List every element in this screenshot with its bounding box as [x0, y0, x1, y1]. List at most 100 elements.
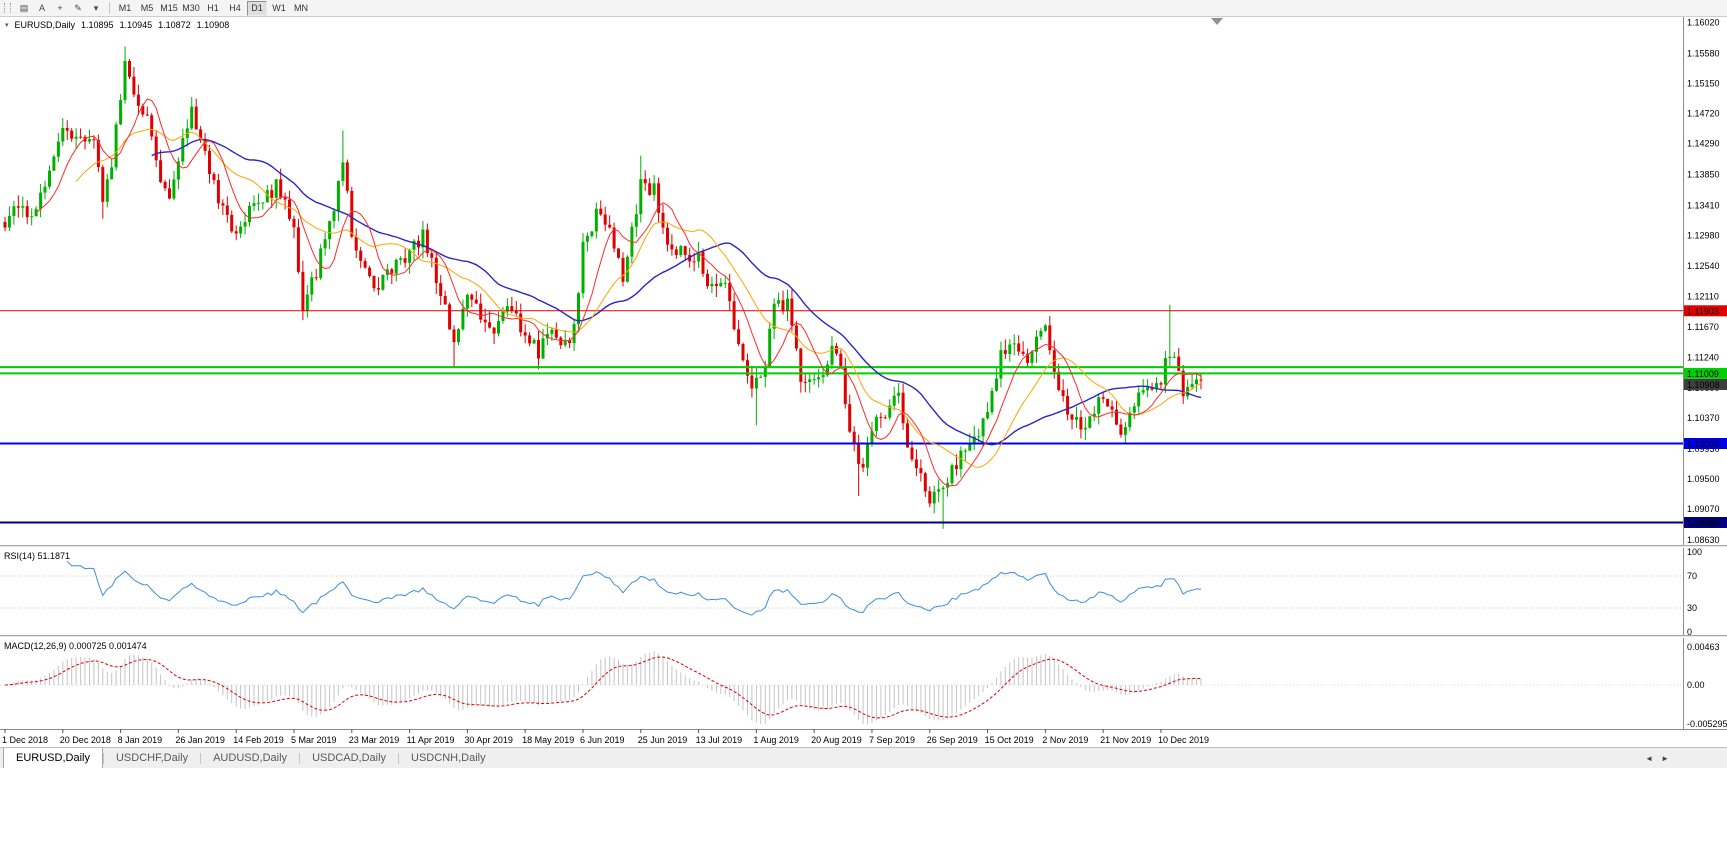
- svg-text:1.10008: 1.10008: [1687, 439, 1720, 449]
- rsi-indicator-label: RSI(14) 51.1871: [4, 551, 71, 561]
- tab-divider: [102, 752, 104, 764]
- svg-text:6 Jun 2019: 6 Jun 2019: [580, 735, 625, 745]
- chart-tab-audusd[interactable]: AUDUSD,Daily: [213, 752, 288, 764]
- timeframe-buttons-group: M1 M5 M15 M30 H1 H4 D1 W1 MN: [114, 0, 312, 16]
- svg-text:0.00: 0.00: [1687, 680, 1705, 690]
- svg-text:1.13850: 1.13850: [1687, 170, 1720, 180]
- price-level-tag: 1.10008: [1684, 438, 1727, 449]
- svg-text:1.13410: 1.13410: [1687, 200, 1720, 210]
- svg-text:15 Oct 2019: 15 Oct 2019: [985, 735, 1034, 745]
- cursor-tool-icon[interactable]: A: [38, 2, 45, 13]
- svg-text:-0.005295: -0.005295: [1687, 719, 1727, 729]
- crosshair-tool-icon[interactable]: +: [57, 2, 63, 13]
- svg-text:1.12110: 1.12110: [1687, 291, 1719, 301]
- price-level-tag: 1.11009: [1684, 367, 1727, 379]
- svg-text:70: 70: [1687, 571, 1697, 581]
- svg-text:1.15150: 1.15150: [1687, 79, 1720, 89]
- svg-text:1.12980: 1.12980: [1687, 230, 1720, 240]
- svg-text:30: 30: [1687, 603, 1697, 613]
- svg-text:0: 0: [1687, 627, 1692, 637]
- svg-text:1.14720: 1.14720: [1687, 109, 1720, 119]
- ohlc-low-value: 1.10872: [158, 20, 191, 30]
- svg-text:1.09070: 1.09070: [1687, 504, 1720, 514]
- tab-strip: EURUSD,Daily USDCHF,Daily AUDUSD,Daily USDC…: [3, 748, 498, 768]
- svg-text:25 Jun 2019: 25 Jun 2019: [638, 735, 688, 745]
- svg-text:14 Feb 2019: 14 Feb 2019: [233, 735, 284, 745]
- timeframe-m15-button[interactable]: M15: [160, 2, 178, 13]
- timeframe-mn-button[interactable]: MN: [294, 2, 308, 13]
- tab-nav: ◄ ►: [1645, 748, 1669, 768]
- svg-text:5 Mar 2019: 5 Mar 2019: [291, 735, 337, 745]
- symbol-caret-icon: ▾: [5, 22, 9, 29]
- toolbar-grip[interactable]: [4, 3, 11, 13]
- svg-text:11 Apr 2019: 11 Apr 2019: [407, 735, 455, 745]
- svg-text:1 Dec 2018: 1 Dec 2018: [2, 735, 48, 745]
- svg-text:20 Aug 2019: 20 Aug 2019: [811, 735, 862, 745]
- macd-layer: [0, 651, 1683, 725]
- timeframe-d1-button[interactable]: D1: [247, 0, 267, 16]
- tabs-scroll-right-button[interactable]: ►: [1661, 753, 1669, 763]
- draw-caret-icon[interactable]: ▾: [93, 2, 99, 13]
- ohlc-open-value: 1.10895: [81, 20, 114, 30]
- svg-text:26 Sep 2019: 26 Sep 2019: [927, 735, 978, 745]
- tab-divider: [398, 752, 400, 764]
- svg-text:1.10370: 1.10370: [1687, 413, 1720, 423]
- svg-text:0.00463: 0.00463: [1687, 642, 1720, 652]
- svg-text:1 Aug 2019: 1 Aug 2019: [753, 735, 799, 745]
- svg-text:1.15580: 1.15580: [1687, 48, 1720, 58]
- timeframe-m30-button[interactable]: M30: [182, 2, 200, 13]
- svg-text:26 Jan 2019: 26 Jan 2019: [175, 735, 225, 745]
- svg-text:1.08630: 1.08630: [1687, 535, 1720, 545]
- timeframe-w1-button[interactable]: W1: [272, 2, 286, 13]
- timeframe-m5-button[interactable]: M5: [140, 2, 154, 13]
- moving-averages-layer: [35, 98, 1202, 487]
- svg-text:18 May 2019: 18 May 2019: [522, 735, 574, 745]
- svg-text:1.11009: 1.11009: [1687, 369, 1719, 379]
- timeframe-m1-button[interactable]: M1: [118, 2, 132, 13]
- draw-tool-icon[interactable]: ✎: [74, 2, 82, 13]
- svg-text:13 Jul 2019: 13 Jul 2019: [696, 735, 743, 745]
- svg-text:100: 100: [1687, 547, 1702, 557]
- ohlc-high-value: 1.10945: [119, 20, 153, 30]
- chart-shift-marker: [1211, 18, 1223, 25]
- tab-divider: [299, 752, 301, 764]
- chart-tab-usdcad[interactable]: USDCAD,Daily: [312, 752, 387, 764]
- ohlc-close-value: 1.10908: [196, 20, 230, 30]
- svg-text:8 Jan 2019: 8 Jan 2019: [118, 735, 163, 745]
- svg-text:20 Dec 2018: 20 Dec 2018: [60, 735, 111, 745]
- svg-text:1.16020: 1.16020: [1687, 18, 1720, 28]
- bid-price-tag: 1.10908: [1684, 379, 1727, 390]
- chart-tab-eurusd[interactable]: EURUSD,Daily: [3, 748, 103, 768]
- svg-text:1.11240: 1.11240: [1687, 352, 1719, 362]
- chart-tab-usdcnh[interactable]: USDCNH,Daily: [411, 752, 486, 764]
- timeframe-h1-button[interactable]: H1: [207, 2, 219, 13]
- chart-tab-usdchf[interactable]: USDCHF,Daily: [115, 752, 189, 764]
- svg-text:1.10908: 1.10908: [1687, 380, 1720, 390]
- svg-text:30 Apr 2019: 30 Apr 2019: [464, 735, 513, 745]
- svg-text:7 Sep 2019: 7 Sep 2019: [869, 735, 915, 745]
- chart-ohlc-header: ▾ EURUSD,Daily 1.10895 1.10945 1.10872 1…: [5, 20, 229, 30]
- horizontal-lines-layer: [0, 310, 1683, 524]
- svg-text:2 Nov 2019: 2 Nov 2019: [1042, 735, 1088, 745]
- price-level-tag: 1.11903: [1684, 305, 1727, 316]
- svg-text:1.09500: 1.09500: [1687, 474, 1720, 484]
- chart-canvas[interactable]: 1.16020 1.15580 1.15150 1.14720 1.14290 1.138…: [0, 17, 1727, 747]
- chart-area[interactable]: 1.16020 1.15580 1.15150 1.14720 1.14290 1.138…: [0, 17, 1727, 747]
- axis-layer: 1.16020 1.15580 1.15150 1.14720 1.14290 1.138…: [0, 17, 1727, 745]
- tabs-scroll-left-button[interactable]: ◄: [1645, 753, 1654, 763]
- toolbar-separator: [109, 2, 110, 14]
- line-tools-group: ▤ A + ✎ ▾: [15, 2, 105, 15]
- svg-text:1.11670: 1.11670: [1687, 322, 1719, 332]
- svg-text:21 Nov 2019: 21 Nov 2019: [1100, 735, 1151, 745]
- tab-divider: [200, 752, 202, 764]
- chart-tabs-bar: EURUSD,Daily USDCHF,Daily AUDUSD,Daily USDC…: [0, 747, 1727, 768]
- svg-text:1.11903: 1.11903: [1687, 306, 1719, 316]
- candles-layer: [3, 46, 1203, 529]
- chart-symbol-label: EURUSD,Daily: [14, 20, 76, 30]
- svg-text:1.08880: 1.08880: [1687, 518, 1720, 528]
- timeframe-h4-button[interactable]: H4: [229, 2, 241, 13]
- chart-window-icon[interactable]: ▤: [19, 2, 29, 13]
- top-toolbar: ▤ A + ✎ ▾ M1 M5 M15 M30 H1 H4 D1 W1 MN: [0, 0, 1727, 17]
- svg-text:1.14290: 1.14290: [1687, 139, 1720, 149]
